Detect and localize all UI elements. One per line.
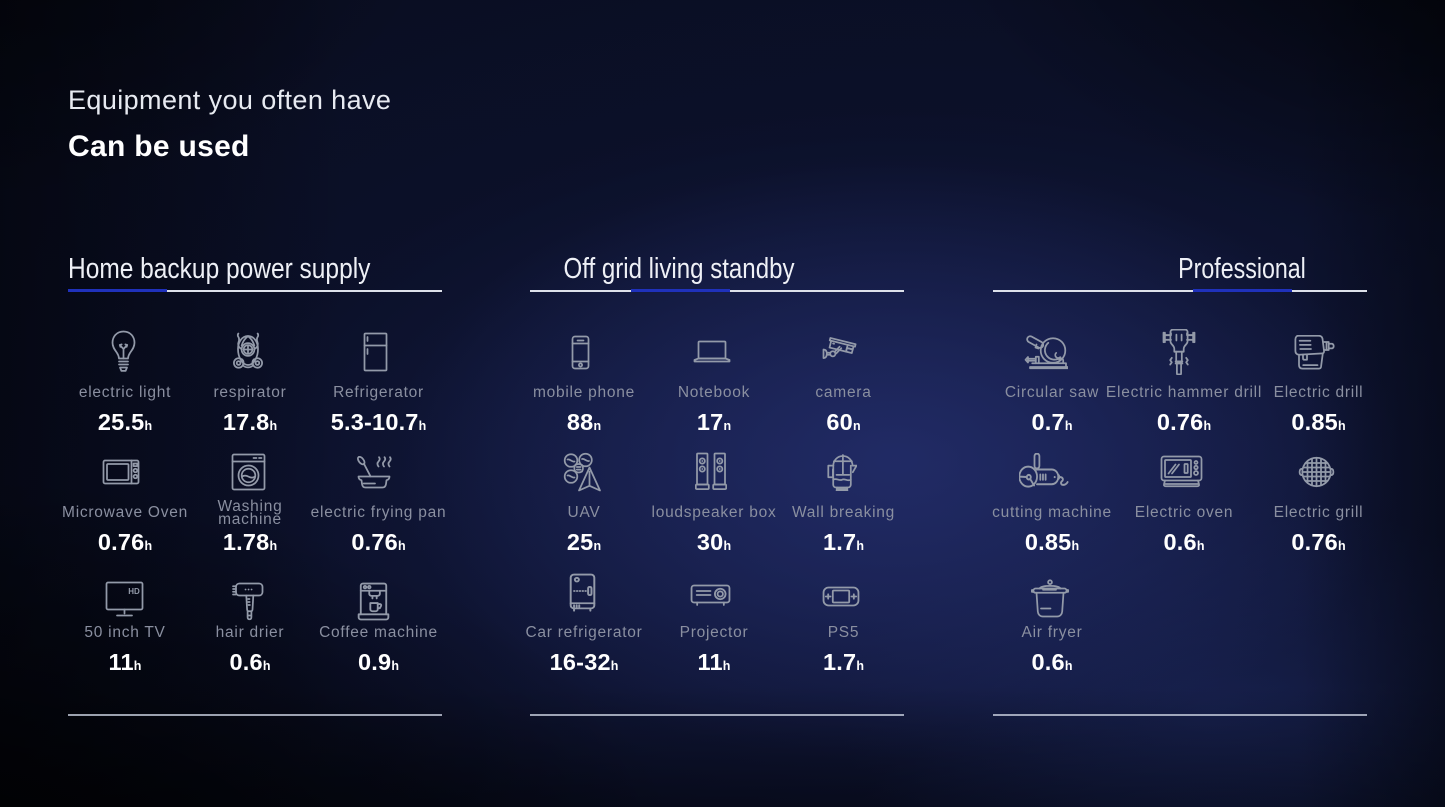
svg-text:HD: HD — [128, 587, 140, 596]
